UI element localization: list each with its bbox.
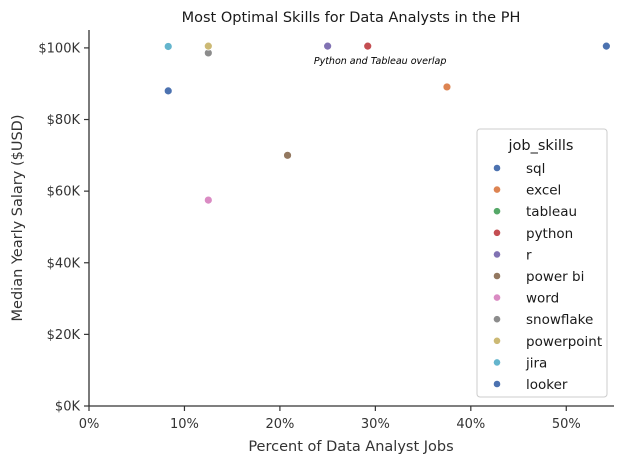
legend-label: snowflake	[526, 312, 593, 328]
data-points	[163, 41, 611, 205]
point-r	[323, 41, 333, 51]
x-axis-title: Percent of Data Analyst Jobs	[248, 439, 453, 455]
chart-title: Most Optimal Skills for Data Analysts in…	[182, 10, 521, 26]
y-tick-label: $60K	[47, 185, 81, 200]
legend-marker-power-bi	[493, 272, 501, 280]
legend-marker-powerpoint	[493, 336, 501, 345]
x-tick-label: 0%	[79, 417, 100, 432]
legend-label: tableau	[526, 204, 577, 220]
point-sql	[601, 41, 611, 51]
legend-marker-jira	[493, 358, 501, 367]
legend-items: sql excel tableau python r power bi word snowfl…	[493, 161, 602, 393]
legend-label: word	[526, 291, 559, 307]
annotation-text: Python and Tableau overlap	[314, 56, 447, 67]
annotations: Python and Tableau overlap	[314, 56, 447, 67]
x-axis-ticks: 0% 10% 20% 30% 40% 50%	[79, 406, 581, 432]
y-tick-label: $0K	[55, 400, 81, 415]
legend-marker-tableau	[493, 207, 501, 216]
legend-label: looker	[526, 377, 568, 393]
legend-label: powerpoint	[526, 334, 602, 350]
y-tick-label: $20K	[47, 328, 81, 343]
y-tick-label: $80K	[47, 113, 81, 128]
legend-label: excel	[526, 183, 561, 199]
x-tick-label: 20%	[265, 417, 294, 432]
point-power-bi	[283, 150, 292, 160]
point-python	[363, 41, 373, 51]
y-tick-label: $100K	[38, 41, 80, 56]
legend-marker-looker	[493, 380, 501, 388]
y-axis-ticks: $0K $20K $40K $60K $80K $100K	[38, 41, 89, 415]
legend-label: jira	[525, 355, 547, 371]
legend-frame	[476, 128, 608, 398]
legend-title: job_skills	[508, 138, 574, 154]
y-tick-label: $40K	[47, 256, 81, 271]
legend-marker-r	[493, 250, 501, 259]
point-jira	[163, 42, 173, 51]
point-looker	[163, 86, 173, 96]
legend-marker-word	[493, 293, 501, 302]
legend-marker-python	[493, 228, 501, 237]
point-word	[203, 195, 213, 205]
legend-label: power bi	[526, 269, 584, 285]
legend-marker-excel	[493, 185, 501, 194]
legend-label: r	[526, 247, 532, 263]
y-axis-title: Median Yearly Salary ($USD)	[10, 115, 26, 322]
legend-marker-sql	[493, 164, 501, 172]
legend: job_skills sql excel tableau python r power b…	[476, 128, 608, 398]
legend-label: sql	[526, 161, 545, 177]
x-tick-label: 40%	[456, 417, 485, 432]
point-powerpoint	[203, 41, 213, 51]
x-tick-label: 10%	[170, 417, 199, 432]
legend-label: python	[526, 226, 573, 242]
x-tick-label: 30%	[361, 417, 390, 432]
point-excel	[442, 82, 452, 92]
legend-marker-snowflake	[493, 315, 501, 324]
x-tick-label: 50%	[552, 417, 581, 432]
